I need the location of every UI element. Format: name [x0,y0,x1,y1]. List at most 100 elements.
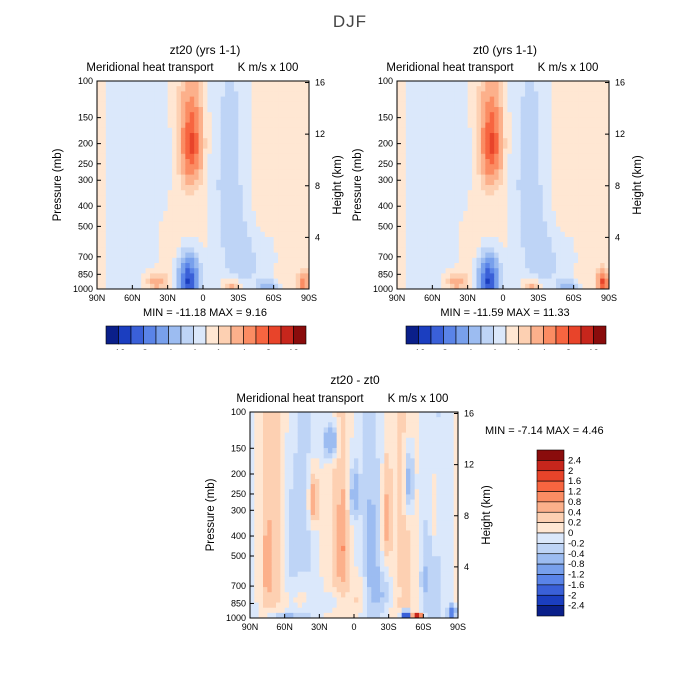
heatmap-cell [251,252,257,259]
heatmap-cell [304,273,310,279]
heatmap-cell [332,494,338,500]
heatmap-cell [538,283,544,290]
heatmap-cell [242,205,248,212]
heatmap-cell [538,252,544,259]
heatmap-cell [595,101,601,108]
heatmap-cell [176,117,182,123]
heatmap-cell [423,174,429,181]
heatmap-cell [319,581,325,588]
heatmap-cell [427,263,433,269]
heatmap-cell [463,174,469,181]
heatmap-cell [150,268,155,274]
heatmap-cell [123,221,129,227]
heatmap-cell [119,268,124,274]
heatmap-cell [494,190,499,196]
heatmap-cell [564,148,570,155]
heatmap-cell [578,205,583,212]
heatmap-cell [569,179,575,186]
heatmap-cell [291,205,297,212]
heatmap-cell [198,159,204,165]
heatmap-cell [595,81,601,87]
heatmap-cell [328,494,333,500]
heatmap-cell [258,556,264,562]
heatmap-cell [172,138,177,144]
heatmap-cell [220,101,226,108]
heatmap-cell [289,499,294,506]
heatmap-cell [167,221,173,227]
heatmap-cell [423,226,429,233]
heatmap-cell [427,96,433,103]
heatmap-cell [289,489,294,495]
heatmap-cell [300,169,305,175]
heatmap-cell [267,412,273,418]
heatmap-cell [233,164,239,170]
heatmap-cell [582,164,588,170]
heatmap-cell [271,587,277,593]
heatmap-cell [441,195,446,201]
heatmap-cell [604,91,610,97]
heatmap-cell [476,273,482,279]
heatmap-cell [229,273,235,279]
heatmap-cell [454,263,460,269]
heatmap-cell [586,127,592,134]
heatmap-cell [520,174,526,181]
heatmap-cell [600,283,605,290]
heatmap-cell [445,257,451,264]
heatmap-cell [405,148,411,155]
heatmap-cell [600,91,605,97]
heatmap-cell [516,122,522,129]
heatmap-cell [586,117,592,123]
heatmap-cell [556,257,561,264]
heatmap-cell [494,195,499,201]
heatmap-cell [295,122,301,129]
heatmap-cell [503,247,508,253]
heatmap-cell [278,169,283,175]
heatmap-cell [172,81,177,87]
heatmap-cell [101,174,107,181]
heatmap-cell [401,237,407,243]
heatmap-cell [345,551,351,557]
heatmap-cell [110,148,116,155]
heatmap-cell [150,231,155,238]
heatmap-cell [578,164,583,170]
heatmap-cell [529,117,535,123]
heatmap-cell [289,581,294,588]
heatmap-cell [295,127,301,134]
heatmap-cell [220,148,226,155]
heatmap-cell [319,556,325,562]
heatmap-cell [578,211,583,217]
heatmap-cell [158,252,164,259]
heatmap-cell [101,278,107,285]
heatmap-cell [511,122,517,129]
heatmap-cell [114,164,120,170]
heatmap-cell [419,138,424,144]
heatmap-cell [123,226,129,233]
heatmap-cell [150,159,155,165]
heatmap-cell [578,221,583,227]
heatmap-cell [258,535,264,542]
heatmap-cell [278,101,283,108]
heatmap-cell [295,148,301,155]
heatmap-cell [564,138,570,144]
heatmap-cell [284,530,290,536]
heatmap-cell [225,205,230,212]
heatmap-cell [145,263,151,269]
heatmap-cell [278,283,283,290]
heatmap-cell [97,86,102,92]
heatmap-cell [286,164,292,170]
heatmap-cell [525,117,530,123]
heatmap-cell [110,252,116,259]
heatmap-cell [300,247,305,253]
heatmap-cell [254,484,260,490]
heatmap-cell [105,237,111,243]
heatmap-cell [450,257,455,264]
heatmap-cell [293,427,299,433]
heatmap-cell [145,81,151,87]
heatmap-cell [485,112,491,118]
heatmap-cell [414,86,420,92]
heatmap-cell [454,133,460,139]
heatmap-cell [600,263,605,269]
heatmap-cell [319,478,325,485]
heatmap-cell [289,412,294,418]
heatmap-cell [489,283,495,290]
